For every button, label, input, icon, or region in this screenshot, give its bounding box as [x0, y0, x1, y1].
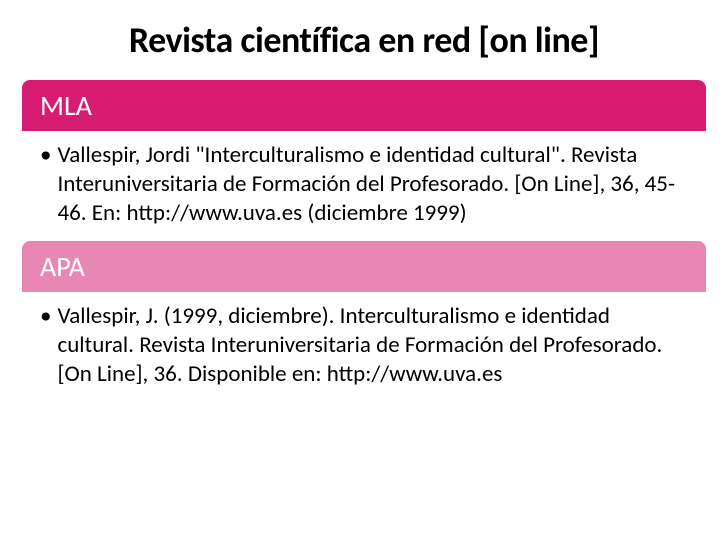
citation-text-apa: Vallespir, J. (1999, diciembre). Intercu… [57, 302, 688, 388]
section-mla: MLA • Vallespir, Jordi "Interculturalism… [22, 80, 706, 241]
page-title: Revista científica en red [on line] [22, 18, 706, 62]
section-body-mla: • Vallespir, Jordi "Interculturalismo e … [22, 131, 706, 241]
bullet-icon: • [40, 302, 51, 331]
bullet-icon: • [40, 141, 51, 170]
list-item: • Vallespir, Jordi "Interculturalismo e … [40, 141, 688, 227]
section-header-apa: APA [22, 241, 706, 292]
section-body-apa: • Vallespir, J. (1999, diciembre). Inter… [22, 292, 706, 402]
list-item: • Vallespir, J. (1999, diciembre). Inter… [40, 302, 688, 388]
section-apa: APA • Vallespir, J. (1999, diciembre). I… [22, 241, 706, 402]
citation-text-mla: Vallespir, Jordi "Interculturalismo e id… [57, 141, 688, 227]
section-header-mla: MLA [22, 80, 706, 131]
